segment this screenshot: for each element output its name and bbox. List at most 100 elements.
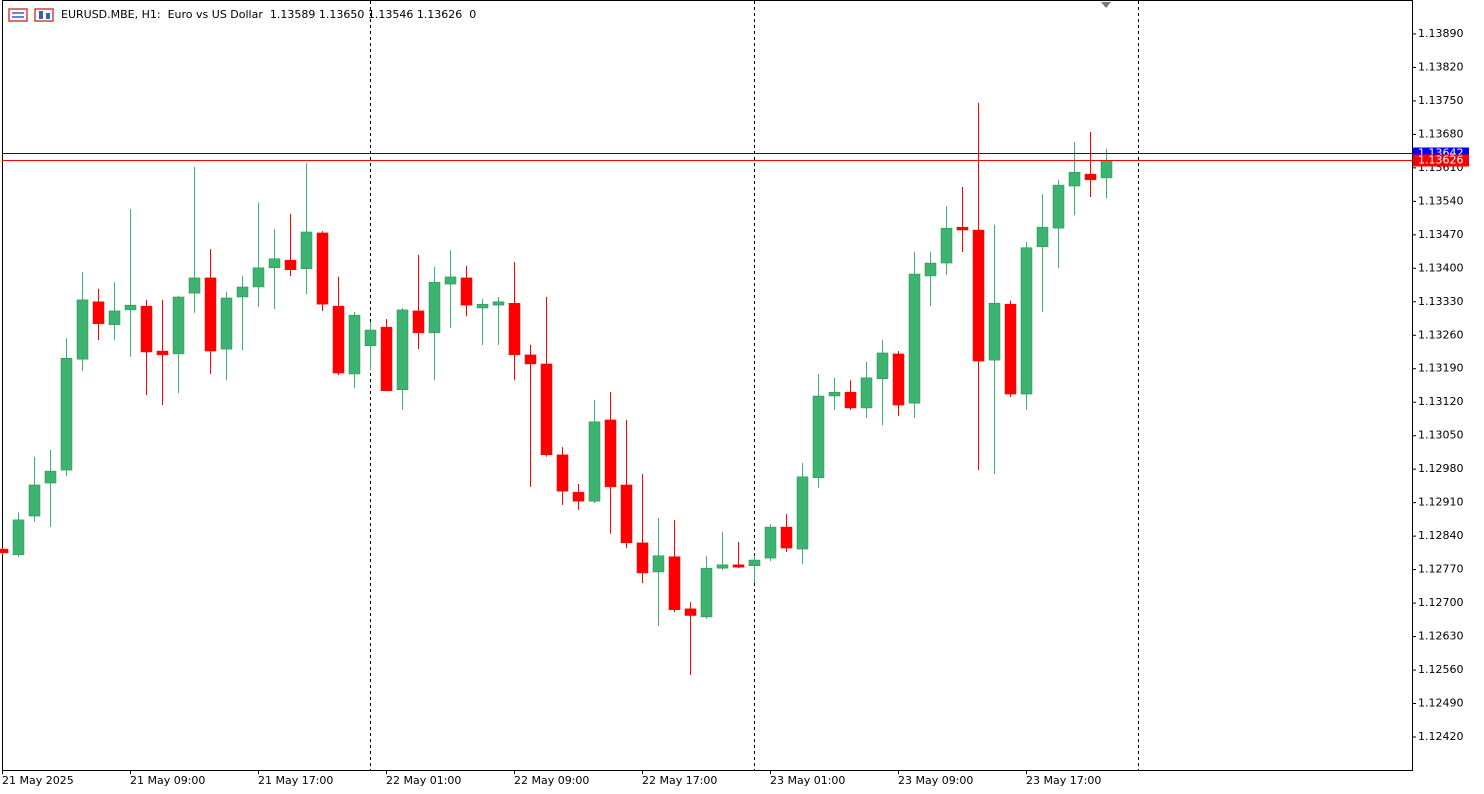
candle-body	[28, 484, 41, 517]
candle-body	[348, 314, 361, 375]
y-tick-label: 1.13890	[1418, 27, 1464, 40]
candle-body	[268, 258, 281, 269]
candle-body	[396, 309, 409, 391]
candle-body	[972, 229, 985, 362]
candle-body	[764, 526, 777, 559]
candle-body	[460, 277, 473, 306]
y-tick-label: 1.12420	[1418, 730, 1464, 743]
candle-body	[284, 259, 297, 270]
candle-body	[508, 302, 521, 356]
candle-body	[108, 310, 121, 325]
candle-body	[476, 303, 489, 309]
candle-body	[556, 454, 569, 492]
y-tick-label: 1.13120	[1418, 395, 1464, 408]
y-tick-label: 1.12700	[1418, 596, 1464, 609]
candle-body	[428, 281, 441, 334]
candle-body	[1084, 173, 1097, 181]
candle-body	[92, 301, 105, 325]
y-tick-label: 1.13750	[1418, 94, 1464, 107]
x-tick-label: 23 May 17:00	[1026, 774, 1101, 787]
y-tick-label: 1.13330	[1418, 295, 1464, 308]
candle-body	[652, 555, 665, 573]
candle-body	[940, 227, 953, 264]
chart-title: EURUSD.MBE, H1: Euro vs US Dollar 1.1358…	[61, 8, 476, 21]
candle-body	[604, 419, 617, 488]
x-tick-label: 21 May 09:00	[130, 774, 205, 787]
icon	[46, 13, 50, 19]
y-tick-label: 1.12630	[1418, 630, 1464, 643]
candle-body	[588, 421, 601, 502]
candle-body	[988, 302, 1001, 361]
candle-body	[748, 559, 761, 567]
candle-body	[780, 526, 793, 549]
candle-body	[684, 608, 697, 616]
candle-body	[252, 267, 265, 288]
candle-body	[124, 304, 137, 311]
candle-body	[828, 391, 841, 397]
candle-body	[492, 301, 505, 306]
y-tick-label: 1.12980	[1418, 462, 1464, 475]
candle-body	[316, 232, 329, 305]
y-tick-label: 1.12770	[1418, 563, 1464, 576]
x-tick-label: 22 May 17:00	[642, 774, 717, 787]
candle-body	[412, 310, 425, 334]
candle-body	[700, 567, 713, 618]
candle-body	[364, 329, 377, 347]
candle-body	[204, 277, 217, 352]
candle-body	[1100, 159, 1113, 179]
candle-body	[1052, 184, 1065, 229]
x-tick-label: 22 May 01:00	[386, 774, 461, 787]
plot-frame	[2, 0, 1413, 771]
candle-body	[668, 556, 681, 611]
candle-body	[716, 564, 729, 569]
candle-body	[220, 297, 233, 350]
y-tick-label: 1.13050	[1418, 429, 1464, 442]
chart-icons	[8, 8, 54, 22]
y-tick-label: 1.13680	[1418, 127, 1464, 140]
candle-body	[876, 352, 889, 380]
candle-body	[812, 395, 825, 479]
candle-body	[380, 326, 393, 391]
x-tick-label: 21 May 2025	[2, 774, 74, 787]
y-tick-label: 1.13540	[1418, 194, 1464, 207]
candle-body	[844, 391, 857, 409]
candle-body	[140, 305, 153, 353]
candle-body	[796, 476, 809, 550]
icon	[34, 8, 54, 22]
candle-body	[1036, 226, 1049, 248]
candle-body	[44, 470, 57, 484]
y-tick-label: 1.13190	[1418, 362, 1464, 375]
candle-body	[572, 491, 585, 502]
candle-body	[892, 353, 905, 406]
candle-body	[236, 286, 249, 298]
candle-body	[1020, 247, 1033, 395]
candle-body	[540, 363, 553, 456]
price-label-box	[1413, 154, 1469, 167]
y-tick-label: 1.12560	[1418, 663, 1464, 676]
y-tick-label: 1.13470	[1418, 228, 1464, 241]
candle-body	[300, 231, 313, 270]
candle-body	[636, 542, 649, 574]
candle-body	[860, 377, 873, 409]
candle-body	[332, 305, 345, 374]
y-tick-label: 1.13400	[1418, 261, 1464, 274]
candle-body	[524, 354, 537, 365]
candle-body	[172, 296, 185, 355]
y-tick-label: 1.12840	[1418, 529, 1464, 542]
x-tick-label: 23 May 01:00	[770, 774, 845, 787]
candle-body	[1004, 303, 1017, 395]
candle-body	[156, 350, 169, 356]
candle-body	[908, 273, 921, 404]
y-tick-label: 1.13260	[1418, 328, 1464, 341]
x-tick-label: 21 May 17:00	[258, 774, 333, 787]
icon	[39, 11, 43, 19]
y-tick-label: 1.12490	[1418, 697, 1464, 710]
price-label: 1.13626	[1418, 154, 1464, 167]
candle-body	[620, 484, 633, 544]
candle-body	[60, 357, 73, 471]
candle-body	[76, 299, 89, 360]
candle-body	[0, 548, 9, 554]
candle-body	[188, 277, 201, 294]
